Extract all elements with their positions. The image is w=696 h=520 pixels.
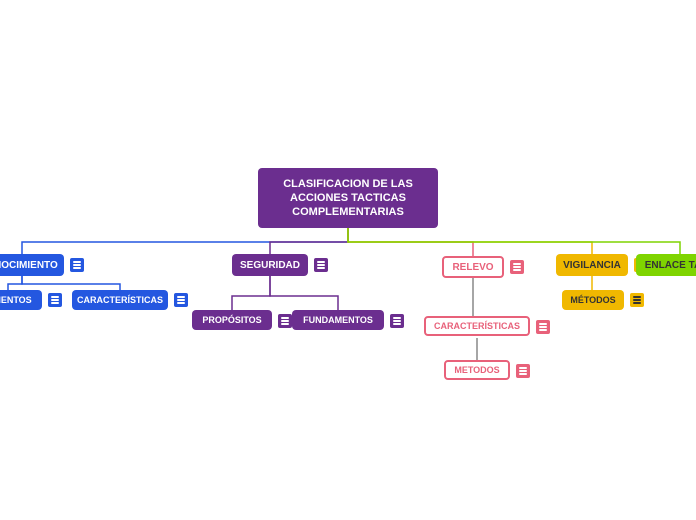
leaf-propositos[interactable]: PROPÓSITOS <box>192 310 272 330</box>
notes-icon <box>516 364 530 378</box>
branch-reconocimiento[interactable]: ONOCIMIENTO <box>0 254 64 276</box>
root-node[interactable]: CLASIFICACION DE LAS ACCIONES TACTICAS C… <box>258 168 438 228</box>
leaf-metodos-1[interactable]: METODOS <box>444 360 510 380</box>
notes-icon <box>510 260 524 274</box>
branch-seguridad[interactable]: SEGURIDAD <box>232 254 308 276</box>
notes-icon <box>48 293 62 307</box>
branch-enlace[interactable]: ENLACE TACTI <box>636 254 696 276</box>
notes-icon <box>70 258 84 272</box>
leaf-fundamentos-1[interactable]: DAMENTOS <box>0 290 42 310</box>
notes-icon <box>278 314 292 328</box>
notes-icon <box>536 320 550 334</box>
leaf-caracteristicas-1[interactable]: CARACTERÍSTICAS <box>72 290 168 310</box>
notes-icon <box>314 258 328 272</box>
notes-icon <box>390 314 404 328</box>
branch-relevo[interactable]: RELEVO <box>442 256 504 278</box>
leaf-fundamentos-2[interactable]: FUNDAMENTOS <box>292 310 384 330</box>
notes-icon <box>174 293 188 307</box>
leaf-metodos-2[interactable]: MÉTODOS <box>562 290 624 310</box>
notes-icon <box>630 293 644 307</box>
leaf-caracteristicas-2[interactable]: CARACTERÍSTICAS <box>424 316 530 336</box>
branch-vigilancia[interactable]: VIGILANCIA <box>556 254 628 276</box>
